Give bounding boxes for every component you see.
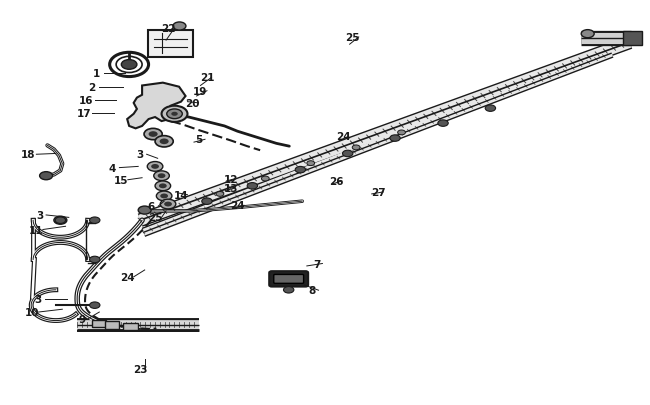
Circle shape bbox=[149, 132, 158, 138]
Text: 13: 13 bbox=[224, 183, 238, 193]
Circle shape bbox=[148, 162, 163, 172]
Circle shape bbox=[90, 217, 100, 224]
Circle shape bbox=[90, 302, 100, 309]
Circle shape bbox=[160, 139, 169, 145]
Text: 3: 3 bbox=[136, 150, 144, 160]
Text: 26: 26 bbox=[330, 177, 344, 186]
Circle shape bbox=[151, 164, 159, 169]
Circle shape bbox=[164, 202, 172, 207]
Text: 11: 11 bbox=[29, 225, 44, 235]
Circle shape bbox=[138, 207, 151, 215]
Text: 7: 7 bbox=[313, 259, 321, 269]
Text: 20: 20 bbox=[185, 99, 200, 109]
Circle shape bbox=[261, 177, 269, 181]
Text: 1: 1 bbox=[93, 68, 100, 78]
Circle shape bbox=[390, 136, 400, 142]
Text: 27: 27 bbox=[371, 188, 385, 197]
Text: 24: 24 bbox=[336, 132, 350, 142]
Text: 24: 24 bbox=[120, 272, 135, 282]
Circle shape bbox=[283, 287, 294, 293]
FancyBboxPatch shape bbox=[269, 271, 308, 287]
Text: 19: 19 bbox=[193, 87, 207, 96]
Circle shape bbox=[161, 200, 176, 209]
Text: 23: 23 bbox=[133, 364, 148, 374]
Circle shape bbox=[90, 257, 100, 263]
Text: 18: 18 bbox=[21, 150, 35, 160]
Circle shape bbox=[581, 30, 594, 38]
Circle shape bbox=[295, 167, 306, 173]
Circle shape bbox=[122, 60, 137, 70]
Circle shape bbox=[172, 113, 177, 117]
Circle shape bbox=[144, 129, 162, 141]
Circle shape bbox=[154, 171, 170, 181]
Text: 3: 3 bbox=[36, 211, 44, 220]
FancyBboxPatch shape bbox=[148, 30, 193, 58]
Circle shape bbox=[161, 194, 168, 199]
Circle shape bbox=[438, 121, 448, 127]
Text: 12: 12 bbox=[224, 174, 238, 184]
Text: 25: 25 bbox=[148, 213, 162, 223]
Text: 24: 24 bbox=[230, 201, 245, 211]
Circle shape bbox=[167, 110, 182, 119]
FancyBboxPatch shape bbox=[623, 32, 642, 46]
Circle shape bbox=[485, 106, 495, 112]
Circle shape bbox=[202, 198, 212, 205]
Circle shape bbox=[162, 107, 187, 123]
Text: 14: 14 bbox=[174, 190, 188, 200]
Circle shape bbox=[159, 184, 167, 189]
Circle shape bbox=[155, 136, 173, 147]
Circle shape bbox=[158, 174, 166, 179]
Circle shape bbox=[155, 181, 171, 191]
Text: 9: 9 bbox=[78, 314, 85, 324]
Text: 8: 8 bbox=[308, 286, 316, 296]
Text: 5: 5 bbox=[195, 135, 202, 145]
Circle shape bbox=[157, 192, 172, 201]
Text: 4: 4 bbox=[109, 163, 116, 173]
Text: 22: 22 bbox=[161, 24, 176, 34]
FancyBboxPatch shape bbox=[274, 275, 304, 284]
Text: 2: 2 bbox=[88, 83, 95, 92]
Circle shape bbox=[398, 131, 406, 136]
Circle shape bbox=[352, 145, 360, 150]
Text: 15: 15 bbox=[114, 175, 128, 185]
Circle shape bbox=[216, 192, 224, 197]
Text: 3: 3 bbox=[34, 294, 42, 304]
Circle shape bbox=[40, 172, 53, 180]
Circle shape bbox=[307, 161, 315, 166]
Text: 16: 16 bbox=[79, 96, 94, 106]
FancyBboxPatch shape bbox=[92, 320, 107, 327]
Circle shape bbox=[247, 183, 257, 190]
Text: 25: 25 bbox=[345, 33, 359, 43]
Text: 6: 6 bbox=[148, 202, 155, 211]
FancyBboxPatch shape bbox=[105, 322, 120, 329]
Circle shape bbox=[54, 217, 67, 225]
Text: 10: 10 bbox=[25, 307, 39, 317]
FancyBboxPatch shape bbox=[124, 323, 138, 330]
Text: 21: 21 bbox=[200, 73, 214, 83]
Circle shape bbox=[343, 151, 353, 157]
Circle shape bbox=[55, 217, 66, 224]
Text: 17: 17 bbox=[77, 109, 91, 119]
Polygon shape bbox=[127, 83, 185, 129]
Circle shape bbox=[173, 23, 186, 31]
